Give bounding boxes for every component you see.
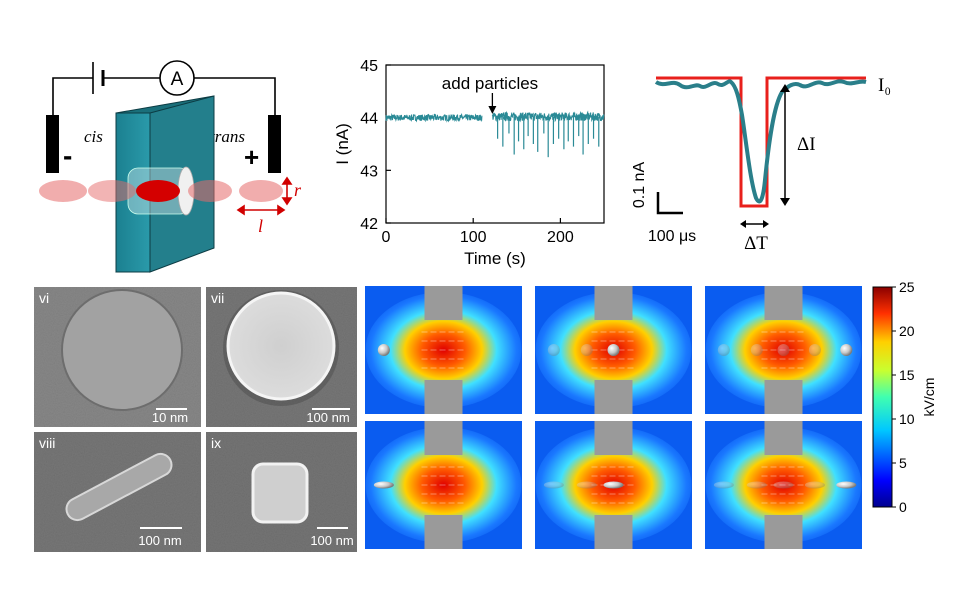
ammeter-label: A <box>171 69 184 90</box>
simulation-panel <box>535 286 692 414</box>
micrograph-ix: ix 100 nm <box>206 432 357 552</box>
y-tick-label: 42 <box>360 216 378 233</box>
radius-arrow <box>281 176 293 206</box>
sphere-particle <box>377 344 390 356</box>
plot-frame <box>385 64 605 224</box>
sphere-particle <box>808 344 821 356</box>
delta-t-arrow <box>740 220 769 228</box>
scale-label-vi: 10 nm <box>152 410 188 425</box>
length-label: l <box>258 216 263 236</box>
field-simulation-grid <box>365 286 862 549</box>
scale-label-ix: 100 nm <box>310 533 353 548</box>
scale-label-viii: 100 nm <box>138 533 181 548</box>
radius-label: r <box>294 180 302 200</box>
pulse-diagram: I₀ ΔI ΔT 0.1 nA 100 μs <box>631 75 891 254</box>
y-tick-label: 44 <box>360 111 378 128</box>
minus-sign: - <box>63 140 72 171</box>
simulation-panel <box>705 421 862 549</box>
sphere-particle <box>777 344 790 356</box>
scale-current-label: 0.1 nA <box>631 162 648 209</box>
particle-train <box>39 180 283 202</box>
rod-particle <box>746 481 767 489</box>
micrograph-vii: vii 100 nm <box>206 287 357 427</box>
nanopore-schematic: A - + cis trans r <box>39 60 302 273</box>
sphere-particle <box>547 344 560 356</box>
delta-t-label: ΔT <box>744 233 768 254</box>
sphere-particle <box>717 344 730 356</box>
panel-label-vii: vii <box>211 290 224 306</box>
rod-particle <box>804 481 825 489</box>
x-axis-label: Time (s) <box>464 249 526 268</box>
panel-label-viii: viii <box>39 435 55 451</box>
sphere-particle <box>840 344 853 356</box>
scale-time-label: 100 μs <box>648 228 696 245</box>
battery-icon <box>92 62 105 94</box>
annotation-arrow <box>488 93 497 114</box>
colorbar-tick-label: 15 <box>899 367 915 383</box>
circuit-wire <box>52 77 276 125</box>
rod-particle <box>543 481 564 489</box>
x-tick-label: 200 <box>547 229 574 246</box>
plus-sign: + <box>244 142 259 172</box>
sphere-particle <box>607 344 620 356</box>
x-tick-label: 100 <box>460 229 487 246</box>
ammeter-icon: A <box>159 60 195 96</box>
scale-bar <box>656 192 683 215</box>
fit-line <box>656 76 866 208</box>
colorbar-tick-label: 10 <box>899 411 915 427</box>
sphere-particle <box>580 344 593 356</box>
y-tick-label: 43 <box>360 163 378 180</box>
simulation-panel <box>365 286 522 414</box>
simulation-panel <box>365 421 522 549</box>
baseline-label: I₀ <box>878 75 891 96</box>
trans-electrode <box>268 115 281 173</box>
x-tick-label: 0 <box>382 229 391 246</box>
y-axis-label: I (nA) <box>333 123 352 165</box>
length-arrow <box>236 204 286 216</box>
scale-label-vii: 100 nm <box>306 410 349 425</box>
cis-electrode <box>46 115 59 173</box>
rod-particle <box>603 481 624 489</box>
cis-label: cis <box>84 127 103 146</box>
rod-particle <box>373 481 394 489</box>
add-particles-annotation: add particles <box>442 74 538 93</box>
rod-particle <box>773 481 794 489</box>
measured-trace <box>654 79 867 204</box>
colorbar-tick-label: 20 <box>899 323 915 339</box>
simulation-panel <box>705 286 862 414</box>
current-trace-chart: 42 43 44 45 0 100 200 I (nA) Time (s) add par… <box>333 58 605 268</box>
colorbar: 25 20 15 10 5 0 kV/cm <box>872 279 937 515</box>
colorbar-tick-label: 0 <box>899 499 907 515</box>
colorbar-tick-label: 5 <box>899 455 907 471</box>
rod-particle <box>713 481 734 489</box>
colorbar-tick-label: 25 <box>899 279 915 295</box>
trans-label: trans <box>210 127 245 146</box>
trace-series-1 <box>385 112 483 123</box>
rod-particle <box>836 481 857 489</box>
micrograph-vi: vi 10 nm <box>34 287 201 427</box>
simulation-panel <box>535 421 692 549</box>
sphere-particle <box>750 344 763 356</box>
panel-label-vi: vi <box>39 290 49 306</box>
y-tick-label: 45 <box>360 58 378 75</box>
micrograph-viii: viii 100 nm <box>34 432 201 552</box>
delta-i-label: ΔI <box>797 134 816 155</box>
delta-i-arrow <box>780 84 790 206</box>
panel-label-ix: ix <box>211 435 221 451</box>
rod-particle <box>576 481 597 489</box>
colorbar-label: kV/cm <box>921 378 937 417</box>
